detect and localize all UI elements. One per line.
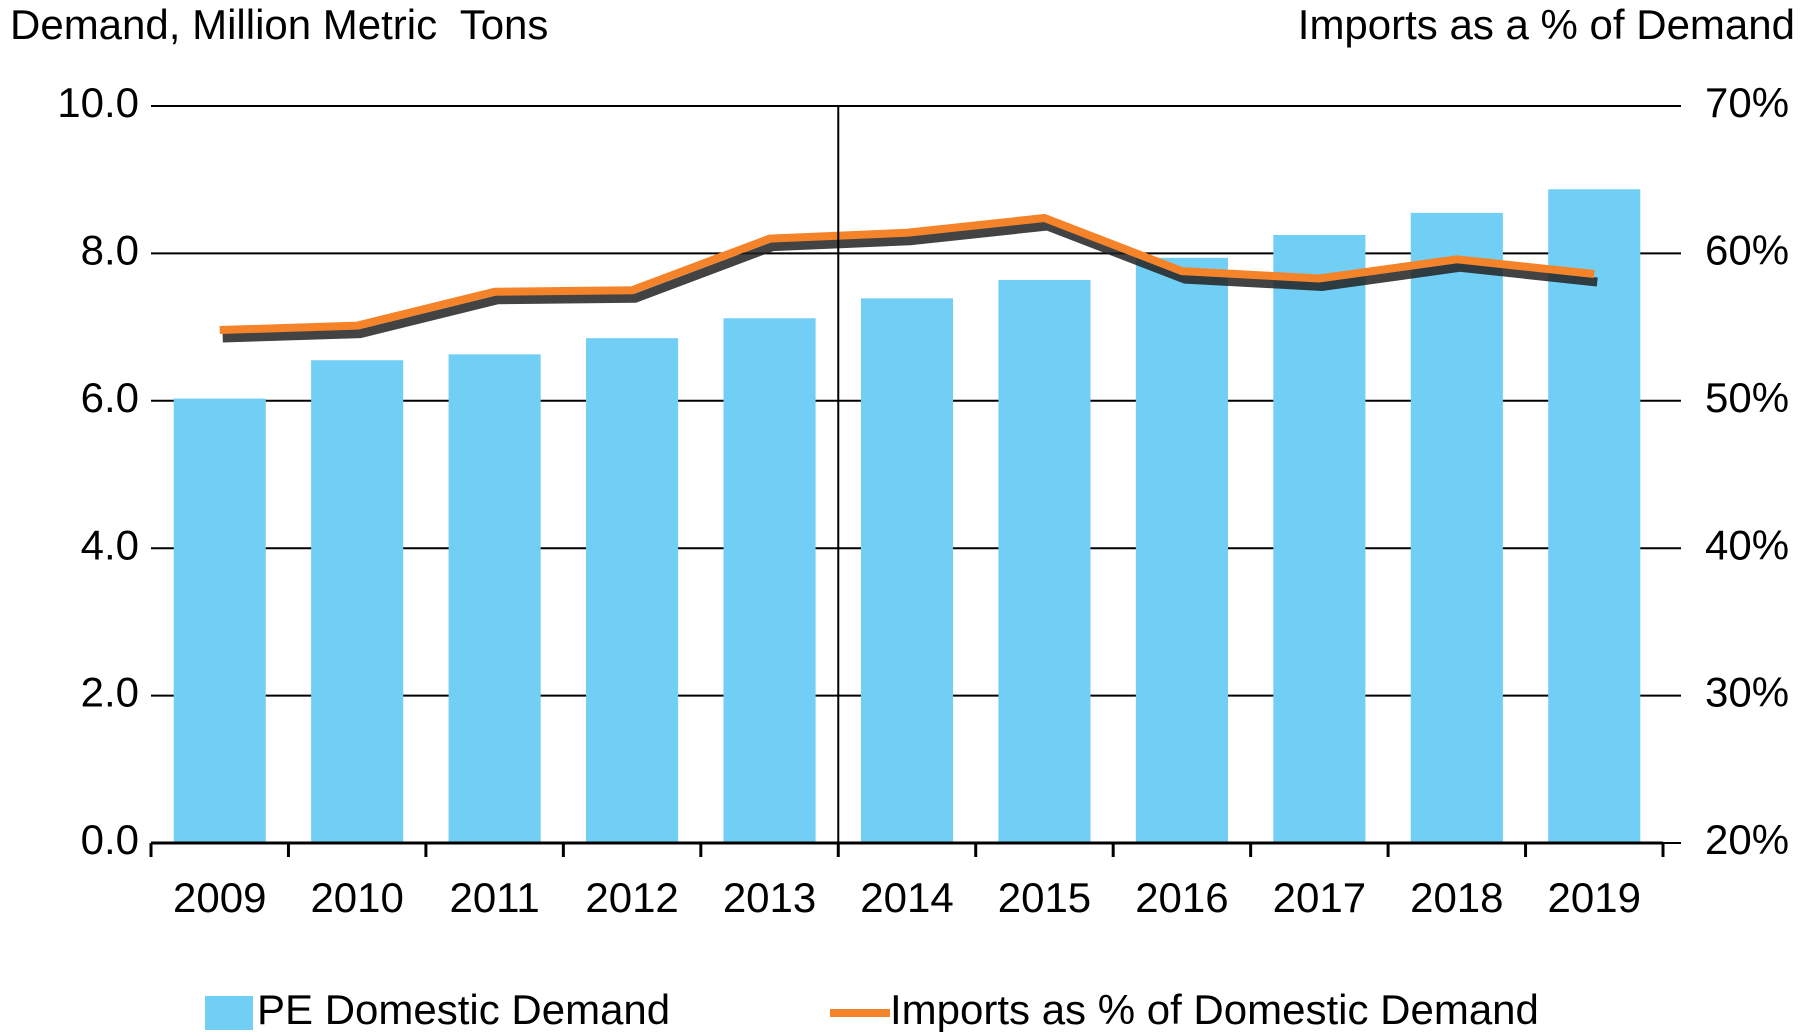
y-tick-label: 4.0 [81,521,139,568]
y2-tick-label: 30% [1705,669,1789,716]
bar [1548,189,1641,843]
x-tick-label: 2010 [310,874,403,921]
y2-tick-label: 60% [1705,226,1789,273]
bar [586,338,679,843]
y-tick-label: 6.0 [81,374,139,421]
bar [998,279,1091,843]
bar [860,298,954,843]
y-tick-label: 10.0 [57,79,139,126]
bar [173,398,266,843]
x-tick-label: 2015 [998,874,1091,921]
y-tick-label: 2.0 [81,669,139,716]
bar [448,354,541,843]
x-tick-label: 2009 [173,874,266,921]
legend-label: PE Domestic Demand [257,986,670,1032]
legend-swatch [205,996,253,1030]
x-tick-label: 2019 [1548,874,1641,921]
x-tick-label: 2013 [723,874,816,921]
x-tick-label: 2011 [449,874,539,921]
bar [1410,212,1503,844]
x-tick-label: 2016 [1135,874,1228,921]
line [219,214,1595,335]
legend-label: Imports as % of Domestic Demand [890,986,1539,1032]
y2-tick-label: 40% [1705,521,1789,568]
y-tick-label: 8.0 [81,226,139,273]
y2-axis-title: Imports as a % of Demand [1298,1,1795,48]
bar [311,360,404,843]
x-tick-label: 2014 [860,874,953,921]
y-tick-label: 0.0 [81,816,139,863]
bar [1135,257,1228,843]
y-axis-title: Demand, Million Metric Tons [10,1,548,48]
x-tick-label: 2012 [585,874,678,921]
bar [723,318,816,844]
bar [1273,234,1366,844]
line-shadow [222,221,1598,343]
x-tick-label: 2017 [1273,874,1366,921]
x-tick-label: 2018 [1410,874,1503,921]
y2-tick-label: 20% [1705,816,1789,863]
y2-tick-label: 50% [1705,374,1789,421]
y2-tick-label: 70% [1705,79,1789,126]
